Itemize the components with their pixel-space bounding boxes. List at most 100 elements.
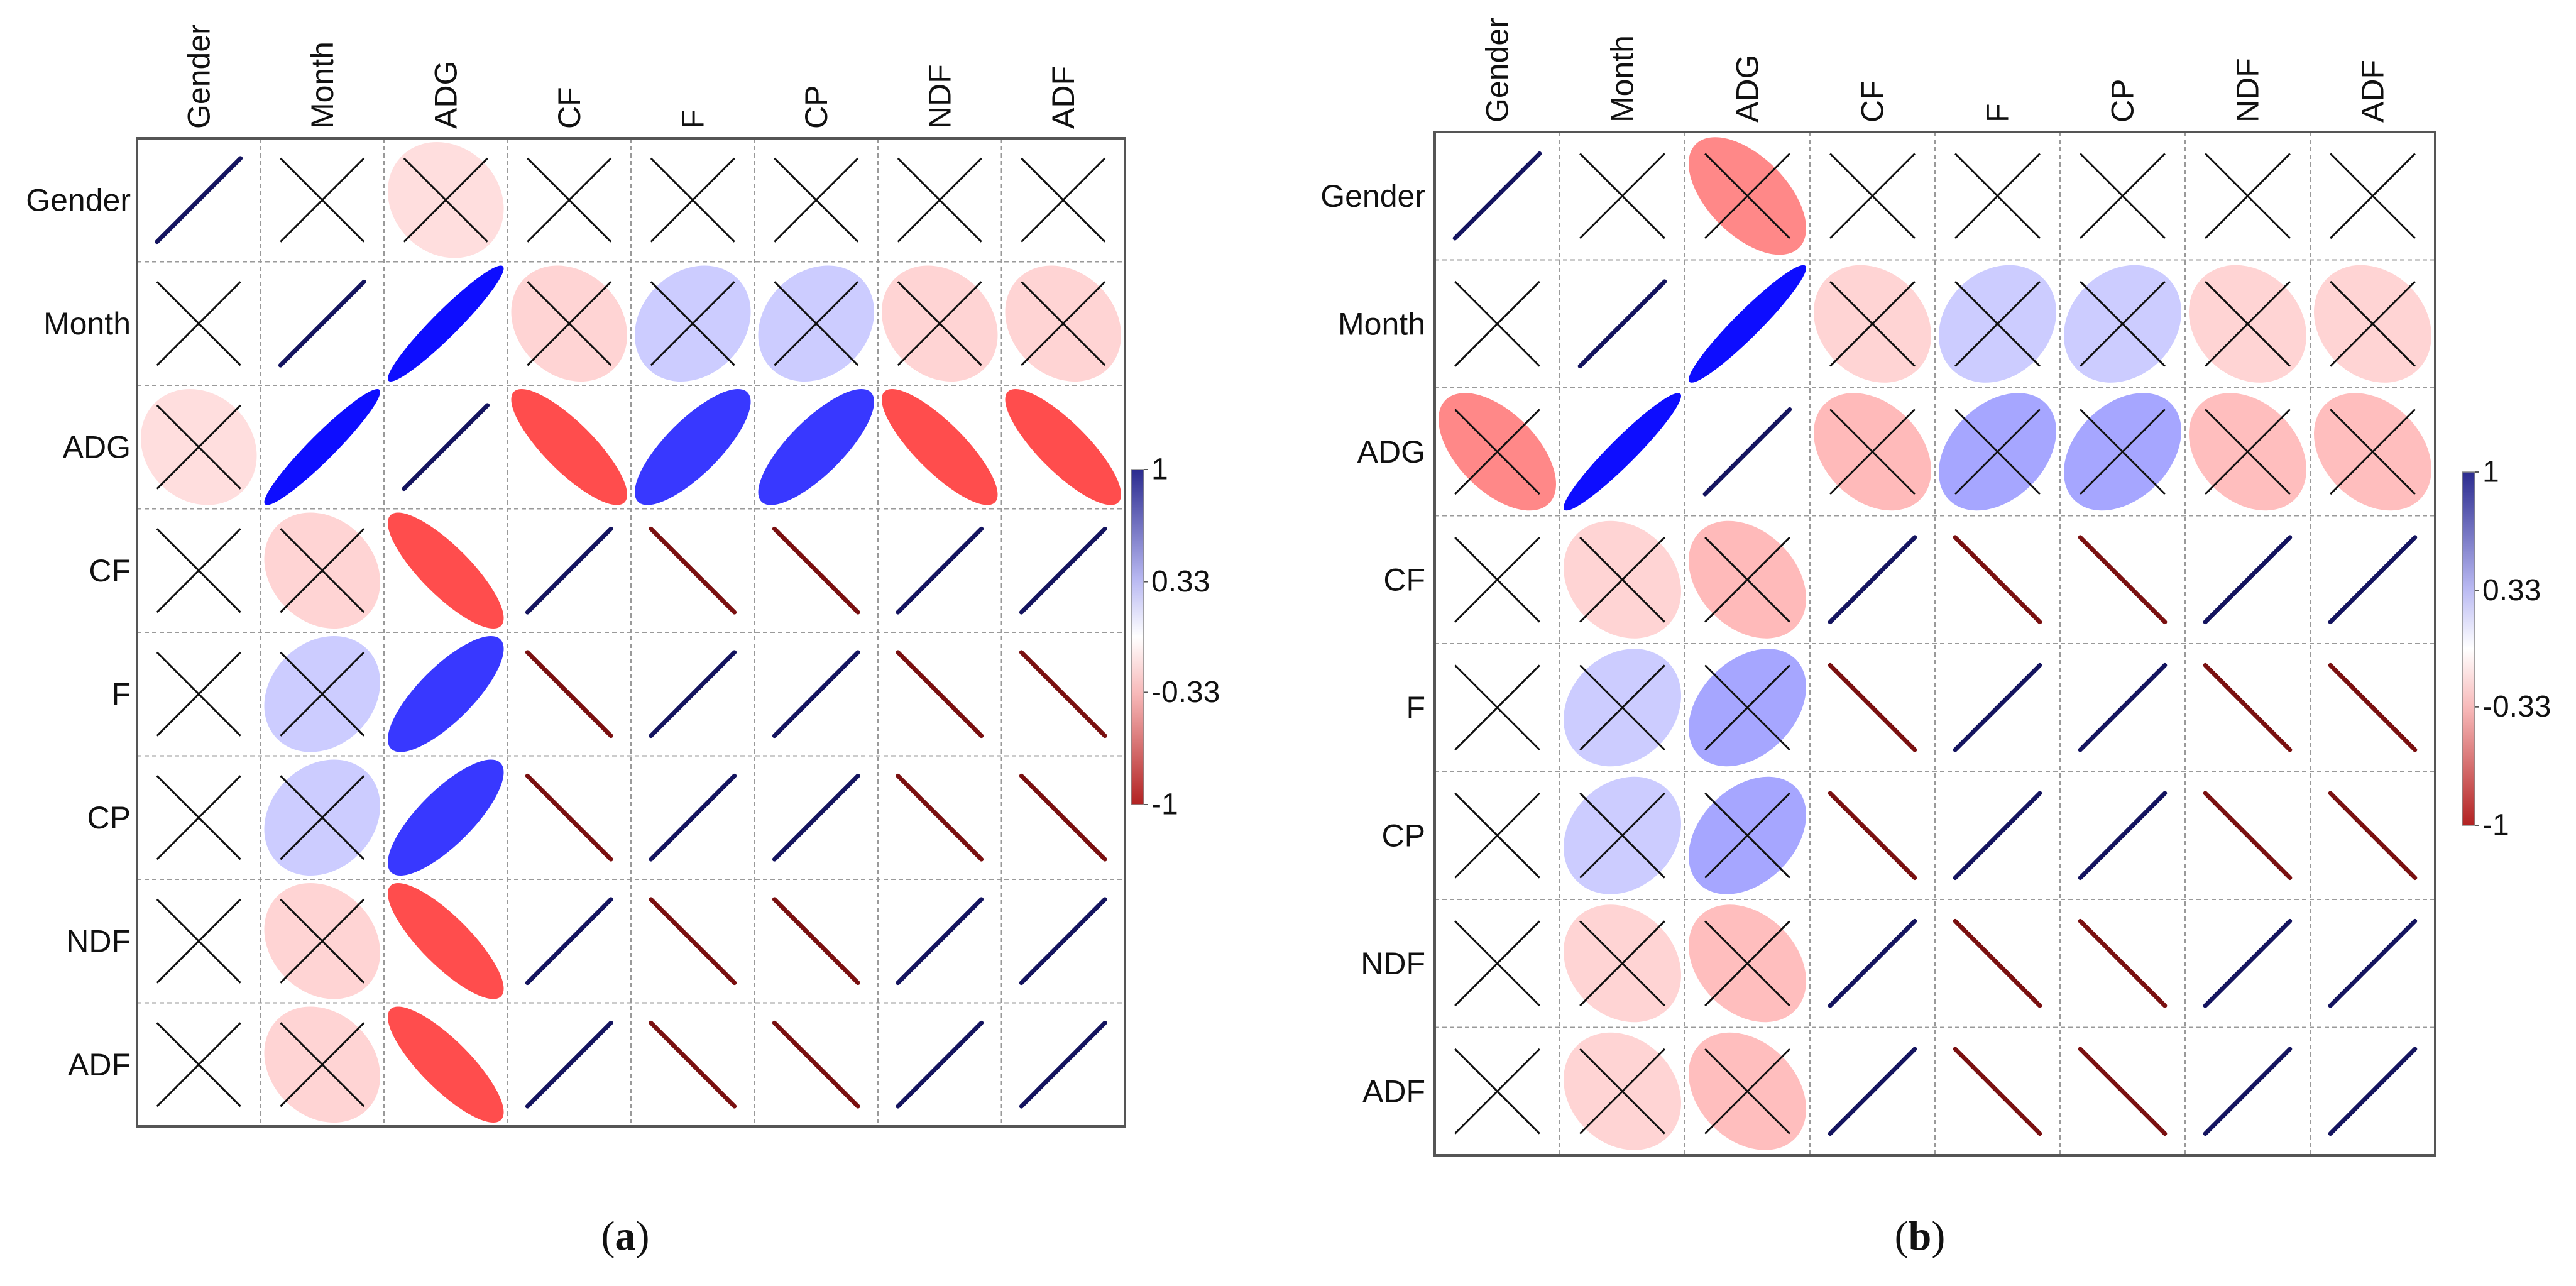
correlation-line-mark	[649, 1020, 737, 1109]
cell-f-cf	[1828, 662, 1917, 752]
correlation-line-mark	[2078, 918, 2168, 1008]
correlation-ellipse	[511, 389, 628, 505]
cell-gender-month	[264, 142, 380, 258]
correlation-line-mark	[2078, 791, 2168, 881]
cell-month-month	[278, 279, 366, 368]
correlation-line-mark	[896, 526, 984, 615]
cell-cf-cf	[525, 526, 613, 615]
cell-gender-ndf	[2189, 137, 2306, 255]
cell-adf-gender	[1439, 1032, 1556, 1150]
not-significant-cross-stroke	[2205, 280, 2291, 367]
not-significant-cross-stroke	[1454, 280, 1540, 367]
cell-month-adf	[1005, 265, 1122, 382]
correlation-line-mark	[525, 1020, 613, 1109]
colorbar-tick-label: -1	[2482, 809, 2509, 842]
cell-f-cf	[525, 650, 613, 739]
column-label-adg: ADG	[1730, 55, 1765, 123]
row-label-adf: ADF	[68, 1047, 131, 1082]
correlation-panel-b: Gender Month ADG CF F CP NDF ADF Gender Month ADG C…	[1320, 18, 2551, 1259]
cell-ndf-gender	[1439, 904, 1556, 1023]
not-significant-cross-stroke	[1579, 792, 1665, 879]
caption-letter: b	[1909, 1213, 1932, 1259]
row-label-ndf: NDF	[1361, 946, 1425, 981]
not-significant-cross-stroke	[280, 651, 365, 737]
not-significant-cross-stroke	[1579, 1048, 1665, 1135]
colorbar-tick-label: 0.33	[1151, 565, 1210, 598]
cell-cf-f	[1953, 535, 2042, 625]
panel-caption: (b)	[1895, 1213, 1946, 1259]
cell-gender-month	[1564, 137, 1681, 255]
plot-border	[136, 137, 1126, 1128]
cell-month-adf	[2314, 265, 2432, 383]
not-significant-cross-stroke	[2205, 409, 2291, 495]
not-significant-cross-stroke	[280, 775, 365, 860]
cell-adf-cp	[772, 1020, 860, 1109]
correlation-ellipse	[387, 265, 504, 382]
correlation-ellipse	[758, 389, 874, 505]
not-significant-cross-stroke	[280, 1022, 365, 1107]
not-significant-cross-stroke	[156, 281, 241, 366]
cell-f-f	[649, 650, 737, 739]
correlation-ellipse	[388, 759, 504, 876]
not-significant-cross-stroke	[2330, 153, 2416, 239]
colorbar: 1 0.33 -0.33 -1	[1131, 453, 1220, 822]
not-significant-cross-stroke	[650, 157, 735, 243]
not-significant-cross-stroke	[1579, 664, 1665, 751]
cell-gender-adg	[1689, 137, 1807, 255]
row-label-ndf: NDF	[66, 923, 131, 959]
correlation-ellipse	[264, 388, 380, 505]
not-significant-cross-stroke	[1829, 409, 1916, 495]
cell-cf-adf	[2328, 535, 2418, 625]
cell-gender-gender	[1452, 151, 1542, 241]
cell-adg-adf	[1005, 389, 1122, 505]
cell-f-adf	[1019, 650, 1107, 739]
cell-f-gender	[1439, 649, 1556, 767]
correlation-ellipse	[1688, 265, 1806, 383]
not-significant-cross-stroke	[1579, 920, 1665, 1007]
not-significant-cross-stroke	[1454, 792, 1540, 879]
not-significant-cross-stroke	[1829, 153, 1916, 239]
cell-f-month	[264, 635, 380, 752]
cell-gender-cp	[2064, 137, 2181, 255]
correlation-line-mark	[1828, 662, 1917, 752]
cell-adf-ndf	[2203, 1047, 2293, 1136]
cell-f-f	[1953, 662, 2042, 752]
not-significant-cross-stroke	[1954, 409, 2041, 495]
cell-cp-adf	[1019, 773, 1107, 862]
cell-ndf-adg	[1688, 904, 1806, 1023]
cell-cf-cp	[772, 526, 860, 615]
cell-cp-gender	[141, 759, 257, 876]
cell-cp-month	[264, 759, 381, 876]
not-significant-cross-stroke	[1704, 664, 1790, 751]
not-significant-cross-stroke	[1021, 281, 1106, 366]
cell-month-f	[634, 265, 751, 382]
row-label-month: Month	[43, 306, 131, 341]
correlation-line-mark	[525, 650, 613, 739]
correlation-line-mark	[2203, 1047, 2293, 1136]
not-significant-cross-stroke	[1021, 157, 1106, 243]
correlation-line-mark	[649, 897, 737, 986]
correlation-line-mark	[1019, 897, 1107, 986]
cell-ndf-adf	[1019, 897, 1107, 986]
column-label-f: F	[675, 109, 710, 129]
colorbar-tick-label: 1	[2482, 456, 2499, 489]
column-label-month: Month	[1605, 35, 1640, 123]
correlation-line-mark	[1828, 535, 1917, 625]
cell-gender-f	[1939, 137, 2056, 255]
not-significant-cross-stroke	[2080, 280, 2166, 367]
not-significant-cross-stroke	[897, 157, 982, 243]
correlation-line-mark	[2203, 791, 2293, 881]
cell-adg-f	[1939, 393, 2057, 511]
correlation-line-mark	[649, 773, 737, 862]
cell-gender-f	[635, 142, 751, 258]
not-significant-cross-stroke	[1579, 153, 1665, 239]
cell-cf-gender	[1439, 520, 1556, 639]
cell-adg-ndf	[882, 389, 998, 505]
not-significant-cross-stroke	[897, 281, 982, 366]
cell-ndf-cp	[772, 897, 860, 986]
not-significant-cross-stroke	[280, 898, 365, 984]
not-significant-cross-stroke	[156, 651, 241, 737]
cell-ndf-f	[1953, 918, 2042, 1008]
correlation-line-mark	[1828, 791, 1917, 881]
not-significant-cross-stroke	[280, 528, 365, 613]
